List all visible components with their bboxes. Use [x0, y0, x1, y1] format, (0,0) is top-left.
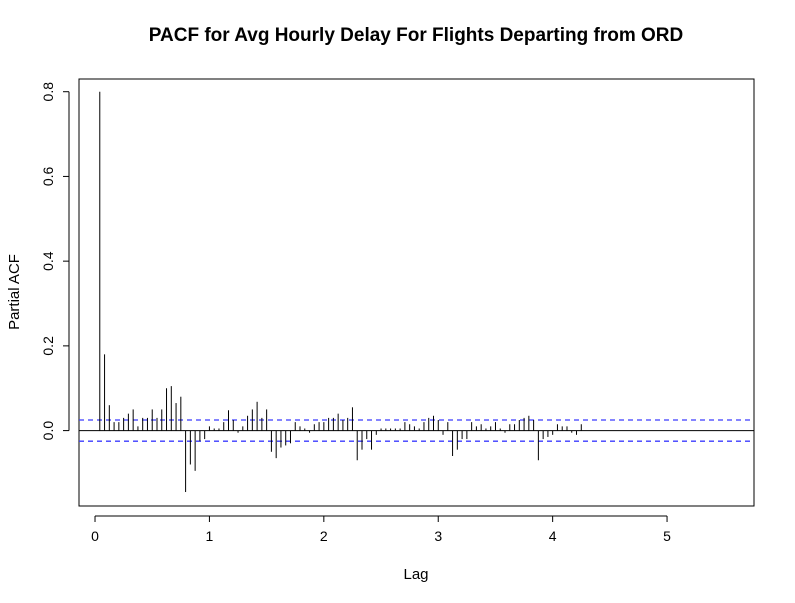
y-tick-label: 0.6 — [40, 166, 56, 186]
x-tick-label: 1 — [206, 528, 214, 544]
y-tick-label: 0.4 — [40, 251, 56, 271]
y-tick-label: 0.0 — [40, 421, 56, 441]
x-axis: 0 1 2 3 4 5 — [91, 515, 671, 544]
x-axis-label: Lag — [403, 566, 428, 583]
x-tick-label: 5 — [663, 528, 671, 544]
y-axis-label: Partial ACF — [6, 254, 23, 330]
y-tick-label: 0.2 — [40, 336, 56, 356]
plot-frame — [78, 78, 755, 507]
y-axis: 0.0 0.2 0.4 0.6 0.8 — [40, 82, 70, 441]
x-tick-label: 2 — [320, 528, 328, 544]
confidence-bounds — [79, 419, 754, 442]
pacf-bars — [99, 91, 582, 493]
x-tick-label: 4 — [549, 528, 557, 544]
x-tick-label: 3 — [434, 528, 442, 544]
y-tick-label: 0.8 — [40, 82, 56, 102]
x-tick-label: 0 — [91, 528, 99, 544]
chart-title: PACF for Avg Hourly Delay For Flights De… — [149, 25, 684, 46]
